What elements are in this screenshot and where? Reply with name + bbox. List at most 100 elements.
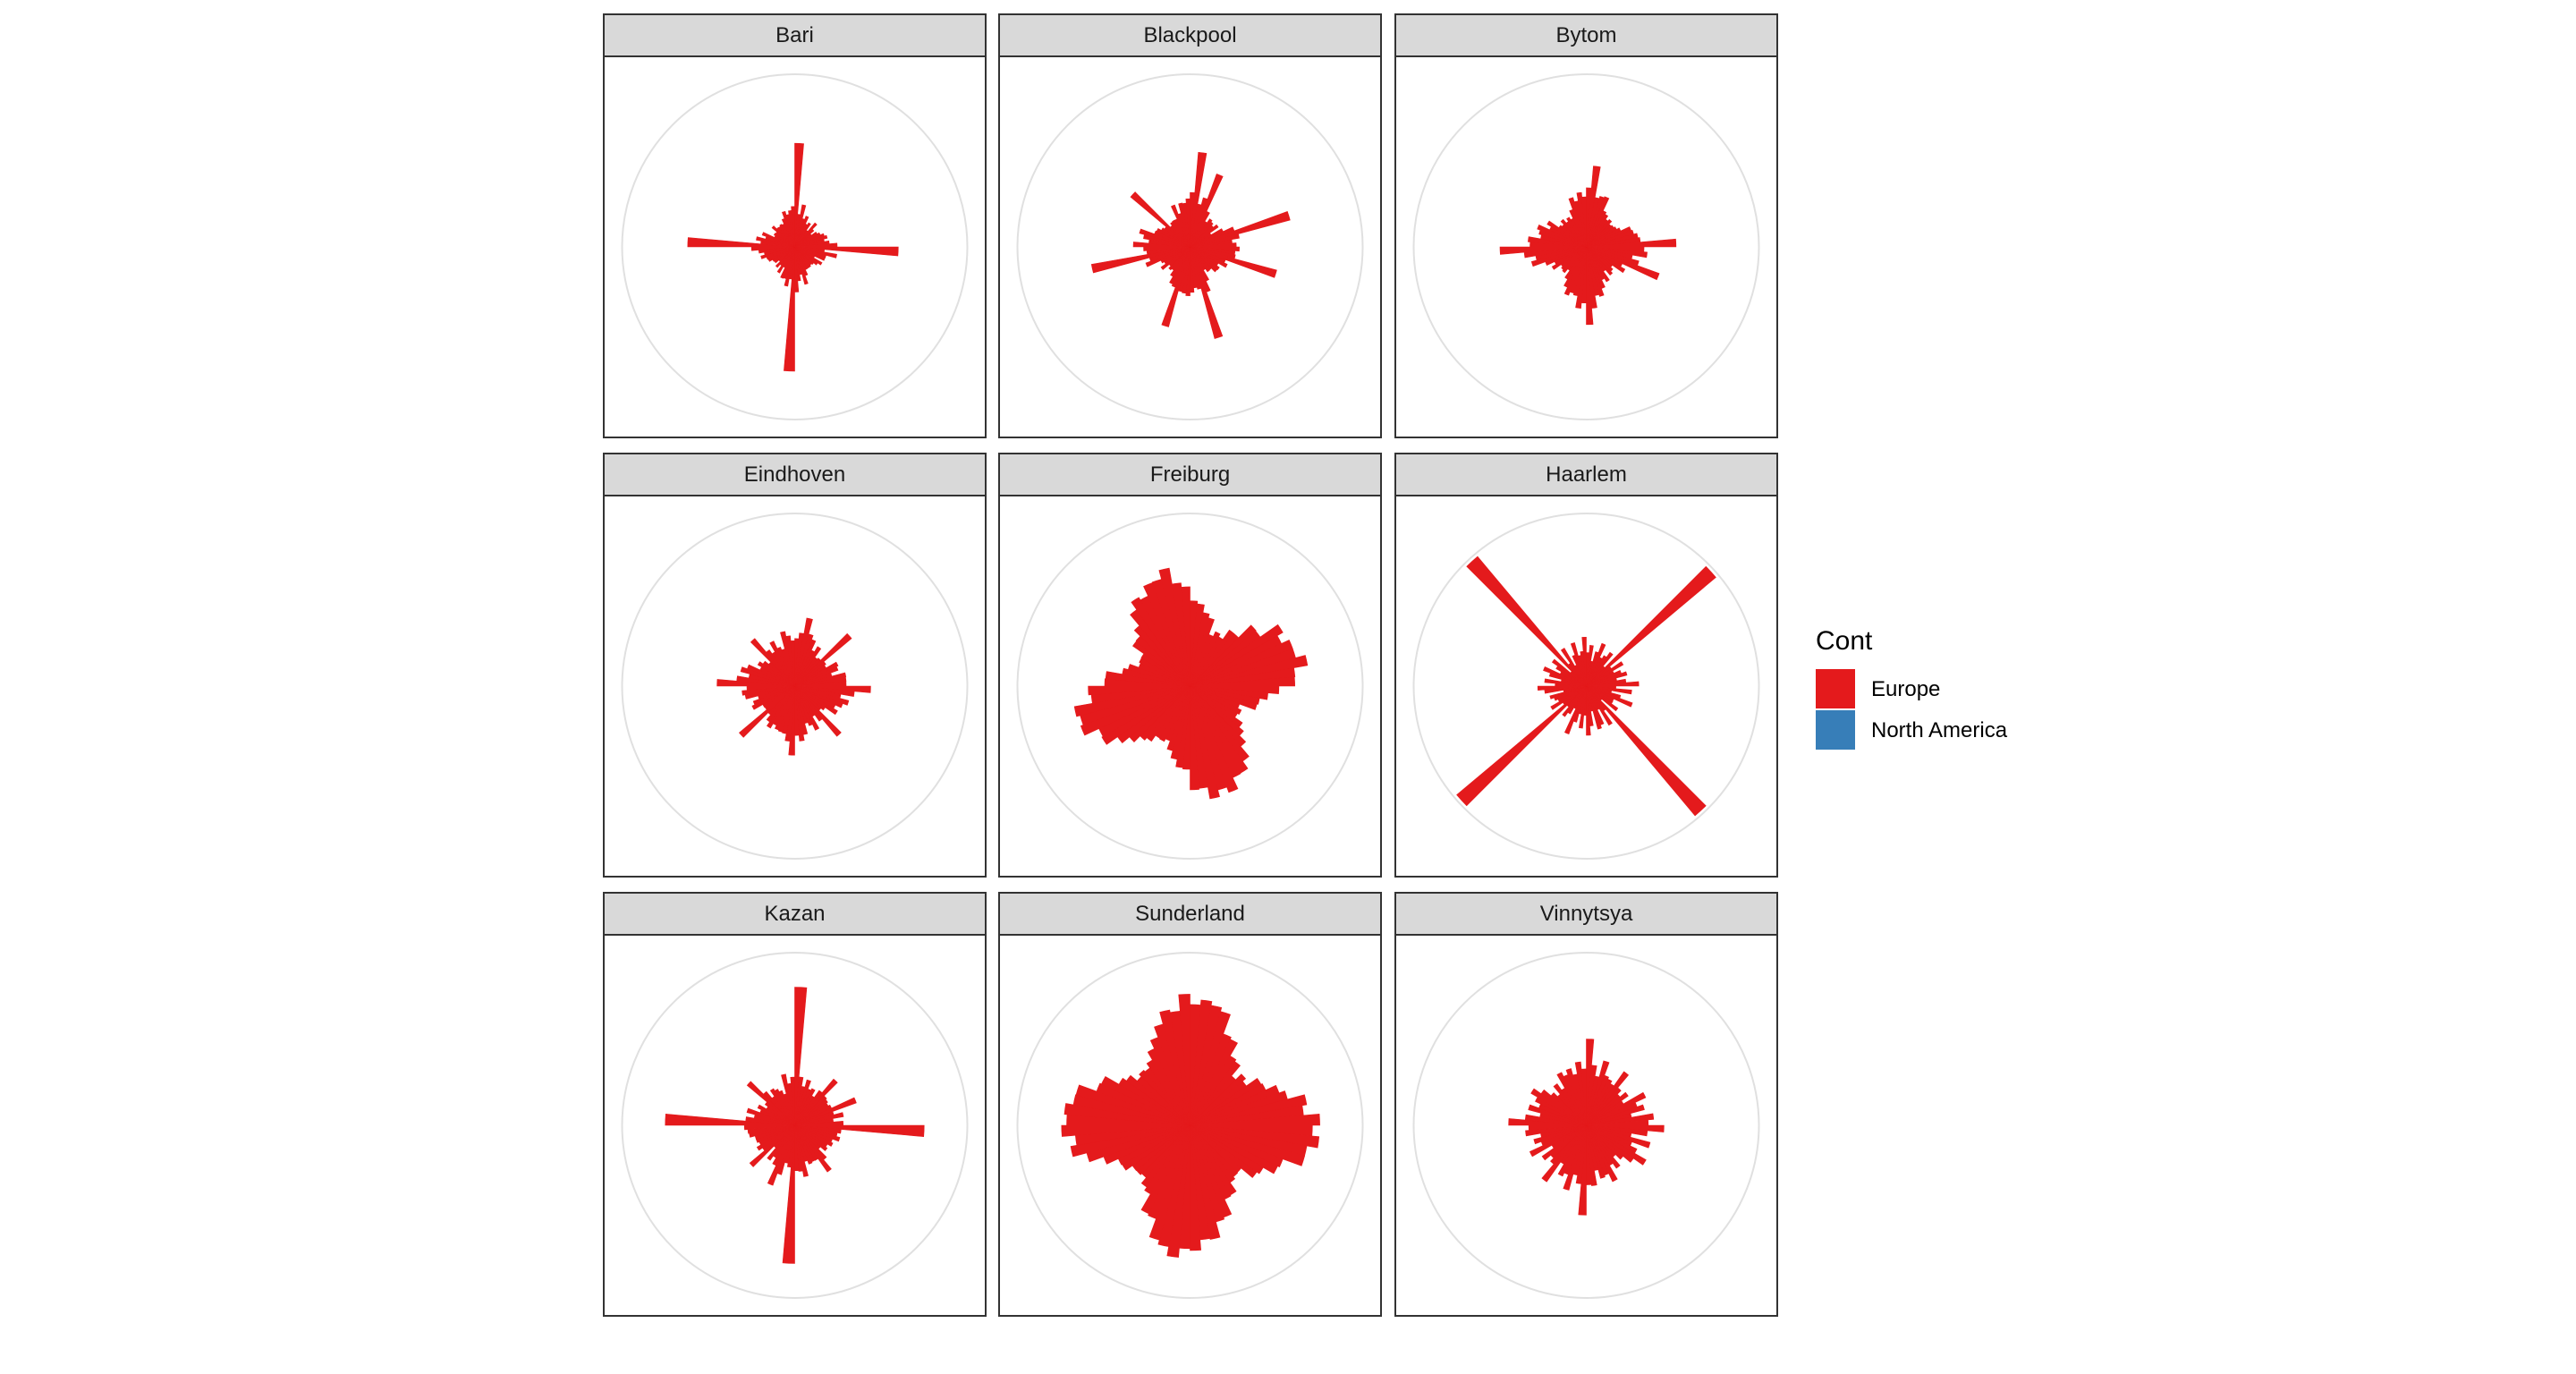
polar-bar — [1190, 1073, 1247, 1126]
polar-bar — [794, 685, 823, 722]
polar-bar — [779, 224, 795, 248]
polar-bar — [749, 1124, 795, 1167]
polar-bar — [741, 685, 795, 696]
polar-bar — [1073, 685, 1191, 717]
polar-bar — [1570, 642, 1587, 687]
polar-bar — [1558, 225, 1587, 248]
polar-bar — [1553, 1083, 1587, 1126]
polar-bar — [1131, 597, 1191, 687]
polar-bar — [1550, 1092, 1587, 1126]
polar-bar — [1190, 1124, 1258, 1178]
facet-bari: Bari — [603, 13, 987, 438]
polar-bar — [1190, 685, 1242, 716]
polar-bar — [1190, 233, 1240, 248]
polar-bar — [1586, 671, 1628, 687]
polar-bar — [1070, 1124, 1191, 1158]
polar-bar — [1533, 1124, 1587, 1145]
facet-title: Bari — [775, 23, 814, 47]
polar-bar — [1190, 676, 1295, 687]
polar-bar — [760, 246, 795, 259]
polar-bar — [1190, 246, 1210, 273]
polar-bar — [1586, 1087, 1622, 1126]
polar-bar — [794, 685, 813, 726]
polar-bar — [794, 685, 838, 716]
polar-bar — [1586, 685, 1591, 736]
polar-bar — [1537, 685, 1587, 691]
polar-bar — [1586, 1124, 1606, 1179]
polar-bar — [778, 1090, 795, 1126]
polar-bar — [1586, 1124, 1621, 1169]
polar-bar — [1140, 1124, 1191, 1215]
polar-bar — [1190, 1094, 1308, 1126]
polar-bar — [794, 1095, 827, 1126]
polar-bar — [1140, 1124, 1191, 1188]
polar-bar — [762, 660, 795, 687]
polar-bar — [1586, 218, 1613, 248]
polar-bar — [769, 640, 795, 687]
facet-strip — [603, 13, 987, 57]
polar-bar — [790, 1076, 795, 1126]
polar-bar — [1568, 197, 1587, 248]
polar-bar — [1581, 636, 1587, 687]
polar-bar — [1190, 246, 1220, 271]
polar-bar — [1586, 685, 1619, 712]
polar-bar — [790, 640, 795, 687]
polar-bar — [1586, 246, 1626, 274]
polar-bar — [1549, 1124, 1587, 1165]
polar-bar — [1566, 216, 1587, 248]
facet-title: Blackpool — [1143, 23, 1236, 47]
polar-bar — [766, 649, 795, 687]
polar-bar — [1139, 1069, 1191, 1126]
polar-bar — [1178, 202, 1191, 248]
polar-bar — [1586, 246, 1614, 276]
polar-bar — [1541, 1124, 1587, 1183]
polar-bar — [738, 685, 795, 738]
polar-bar — [1586, 238, 1677, 248]
polar-bar — [1145, 246, 1191, 267]
polar-bar — [794, 661, 839, 687]
facet-title: Freiburg — [1150, 462, 1230, 487]
polar-bar — [1586, 1124, 1597, 1186]
polar-bar — [1185, 198, 1191, 248]
polar-bar — [1586, 246, 1594, 326]
polar-bar — [1190, 623, 1284, 687]
polar-bar — [1549, 685, 1587, 700]
facet-bytom: Bytom — [1394, 13, 1778, 438]
polar-bar — [1586, 1071, 1630, 1126]
polar-bar — [1088, 685, 1191, 696]
polar-bar — [750, 638, 795, 687]
facet-kazan: Kazan — [603, 892, 987, 1317]
polar-bar — [1159, 1009, 1191, 1126]
polar-bar — [1190, 667, 1296, 687]
polar-bar — [1562, 246, 1587, 274]
polar-bar — [1190, 221, 1214, 248]
polar-bar — [1586, 685, 1602, 730]
polar-bar — [794, 1124, 828, 1151]
polar-grid-circle — [621, 73, 969, 420]
polar-grid-circle — [1412, 73, 1760, 420]
polar-bar — [1557, 1124, 1587, 1177]
polar-bar — [746, 1081, 795, 1126]
polar-bar — [1126, 1074, 1191, 1126]
legend-label-north-america: North America — [1871, 718, 2008, 742]
polar-bar — [1529, 1124, 1587, 1158]
polar-bar — [1586, 1124, 1618, 1183]
polar-bar — [1540, 1089, 1587, 1126]
polar-bar — [775, 226, 795, 248]
polar-bar — [1586, 246, 1660, 281]
facet-strip — [1394, 13, 1778, 57]
polar-bar — [1586, 661, 1624, 687]
polar-bar — [1586, 1104, 1645, 1126]
polar-bar — [1190, 624, 1257, 687]
polar-bar — [1586, 651, 1614, 687]
polar-bar — [1130, 191, 1191, 248]
polar-bar — [1096, 1082, 1191, 1126]
polar-bar — [794, 228, 815, 248]
polar-bar — [794, 1124, 813, 1165]
facet-panels: Bari Blackpool Bytom Eindhoven Freiburg Haarl… — [603, 13, 1778, 1317]
polar-bar — [1580, 1068, 1587, 1126]
polar-bar — [1499, 246, 1587, 255]
polar-bar — [794, 1078, 838, 1126]
polar-bar — [1158, 567, 1191, 687]
polar-bar — [1541, 1124, 1587, 1161]
